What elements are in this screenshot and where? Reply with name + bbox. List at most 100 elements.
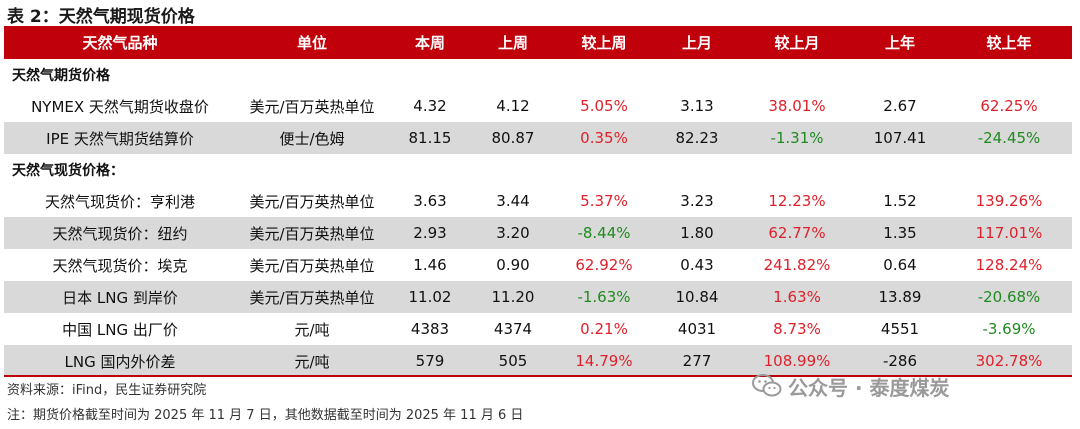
cell-variety: 天然气现货价：埃克 bbox=[52, 256, 188, 275]
cell-last-year: 107.41 bbox=[873, 129, 927, 147]
cell-unit: 元/吨 bbox=[294, 320, 330, 339]
cell-last-week: 11.20 bbox=[491, 288, 535, 306]
cell-last-month: 277 bbox=[682, 352, 712, 370]
table-row: NYMEX 天然气期货收盘价 美元/百万英热单位 4.32 4.12 5.05% 3.13… bbox=[4, 90, 1072, 122]
cell-last-month: 82.23 bbox=[675, 129, 719, 147]
cell-last-week: 3.20 bbox=[496, 224, 530, 242]
watermark: 公众号 · 泰度煤炭 bbox=[752, 371, 950, 401]
cell-last-year: 1.35 bbox=[883, 224, 917, 242]
cell-unit: 美元/百万英热单位 bbox=[249, 97, 375, 116]
cell-unit: 元/吨 bbox=[294, 352, 330, 371]
wechat-icon bbox=[752, 374, 782, 397]
col-header-variety: 天然气品种 bbox=[82, 34, 158, 52]
cell-variety: 天然气现货价：亨利港 bbox=[44, 192, 195, 211]
cell-last-week: 80.87 bbox=[491, 129, 535, 147]
cell-mom: 241.82% bbox=[763, 256, 831, 274]
cell-last-month: 0.43 bbox=[680, 256, 714, 274]
col-header-last-week: 上周 bbox=[497, 34, 528, 52]
section-label: 天然气现货价格： bbox=[12, 162, 124, 179]
cell-wow: 0.35% bbox=[580, 129, 628, 147]
section-label: 天然气期货价格 bbox=[12, 67, 110, 84]
table-row: LNG 国内外价差 元/吨 579 505 14.79% 277 108.99% -286 30… bbox=[4, 345, 1072, 377]
col-header-yoy: 较上年 bbox=[986, 34, 1032, 52]
cell-variety: 中国 LNG 出厂价 bbox=[62, 320, 178, 339]
cell-this-week: 4383 bbox=[410, 320, 450, 338]
cell-wow: -1.63% bbox=[577, 288, 631, 306]
col-header-last-year: 上年 bbox=[884, 34, 915, 52]
cell-wow: 14.79% bbox=[575, 352, 633, 370]
cell-this-week: 4.32 bbox=[413, 97, 447, 115]
cell-variety: IPE 天然气期货结算价 bbox=[46, 129, 194, 148]
cell-last-month: 1.80 bbox=[680, 224, 714, 242]
cell-last-week: 4.12 bbox=[496, 97, 530, 115]
cell-unit: 美元/百万英热单位 bbox=[249, 192, 375, 211]
cell-wow: -8.44% bbox=[577, 224, 631, 242]
cell-yoy: 117.01% bbox=[975, 224, 1043, 242]
cell-mom: 38.01% bbox=[768, 97, 826, 115]
cell-yoy: 62.25% bbox=[980, 97, 1038, 115]
cell-last-year: 0.64 bbox=[883, 256, 917, 274]
cell-last-week: 0.90 bbox=[496, 256, 530, 274]
cell-last-week: 3.44 bbox=[496, 192, 530, 210]
col-header-this-week: 本周 bbox=[414, 34, 445, 52]
cell-yoy: 128.24% bbox=[975, 256, 1043, 274]
cell-yoy: 302.78% bbox=[975, 352, 1043, 370]
cell-this-week: 2.93 bbox=[413, 224, 447, 242]
cell-mom: -1.31% bbox=[770, 129, 824, 147]
cell-wow: 62.92% bbox=[575, 256, 633, 274]
cell-yoy: -20.68% bbox=[977, 288, 1041, 306]
cell-unit: 美元/百万英热单位 bbox=[249, 288, 375, 307]
source-note: 资料来源：iFind，民生证券研究院 bbox=[7, 383, 207, 398]
table-row: 天然气现货价：埃克 美元/百万英热单位 1.46 0.90 62.92% 0.43 241.… bbox=[4, 249, 1072, 281]
col-header-last-month: 上月 bbox=[681, 34, 712, 52]
cell-last-week: 4374 bbox=[493, 320, 533, 338]
cell-unit: 便士/色姆 bbox=[279, 129, 345, 148]
table-row: 天然气现货价：纽约 美元/百万英热单位 2.93 3.20 -8.44% 1.80 62.7… bbox=[4, 217, 1072, 249]
cell-last-year: 2.67 bbox=[883, 97, 917, 115]
cell-this-week: 81.15 bbox=[408, 129, 452, 147]
section-row: 天然气期货价格 bbox=[4, 59, 1072, 90]
table-bottom-rule bbox=[4, 375, 1072, 377]
cell-wow: 5.37% bbox=[580, 192, 628, 210]
cell-unit: 美元/百万英热单位 bbox=[249, 224, 375, 243]
cell-last-month: 10.84 bbox=[675, 288, 719, 306]
cell-wow: 5.05% bbox=[580, 97, 628, 115]
date-note: 注：期货价格截至时间为 2025 年 11 月 7 日，其他数据截至时间为 20… bbox=[7, 408, 524, 423]
table-row: 中国 LNG 出厂价 元/吨 4383 4374 0.21% 4031 8.73% 4551 -… bbox=[4, 313, 1072, 345]
cell-last-month: 4031 bbox=[677, 320, 717, 338]
table-row: IPE 天然气期货结算价 便士/色姆 81.15 80.87 0.35% 82.23 -1.… bbox=[4, 122, 1072, 154]
watermark-text: 公众号 · 泰度煤炭 bbox=[788, 375, 950, 400]
cell-variety: NYMEX 天然气期货收盘价 bbox=[31, 97, 209, 116]
cell-this-week: 1.46 bbox=[413, 256, 447, 274]
table-title: 表 2：天然气期现货价格 bbox=[7, 7, 195, 27]
cell-yoy: 139.26% bbox=[975, 192, 1043, 210]
cell-this-week: 3.63 bbox=[413, 192, 447, 210]
cell-mom: 62.77% bbox=[768, 224, 826, 242]
cell-this-week: 579 bbox=[415, 352, 445, 370]
cell-last-year: 4551 bbox=[880, 320, 920, 338]
cell-wow: 0.21% bbox=[580, 320, 628, 338]
cell-last-month: 3.13 bbox=[680, 97, 714, 115]
section-row: 天然气现货价格： bbox=[4, 154, 1072, 185]
cell-variety: LNG 国内外价差 bbox=[64, 352, 176, 371]
cell-mom: 12.23% bbox=[768, 192, 826, 210]
table-row: 天然气现货价：亨利港 美元/百万英热单位 3.63 3.44 5.37% 3.23 12.2… bbox=[4, 185, 1072, 217]
cell-last-year: 1.52 bbox=[883, 192, 917, 210]
cell-last-month: 3.23 bbox=[680, 192, 714, 210]
cell-mom: 1.63% bbox=[773, 288, 821, 306]
cell-this-week: 11.02 bbox=[408, 288, 452, 306]
cell-last-year: 13.89 bbox=[878, 288, 922, 306]
col-header-wow: 较上周 bbox=[581, 34, 627, 52]
cell-yoy: -3.69% bbox=[982, 320, 1036, 338]
cell-last-week: 505 bbox=[498, 352, 528, 370]
gas-price-table: 天然气品种 单位 本周 上周 较上周 上月 较上月 上年 较上年 天然气期货价格… bbox=[4, 26, 1072, 377]
cell-last-year: -286 bbox=[882, 352, 918, 370]
cell-mom: 8.73% bbox=[773, 320, 821, 338]
cell-unit: 美元/百万英热单位 bbox=[249, 256, 375, 275]
table-header-row: 天然气品种 单位 本周 上周 较上周 上月 较上月 上年 较上年 bbox=[4, 26, 1072, 59]
cell-variety: 日本 LNG 到岸价 bbox=[62, 288, 178, 307]
cell-variety: 天然气现货价：纽约 bbox=[52, 224, 188, 243]
cell-yoy: -24.45% bbox=[977, 129, 1041, 147]
table-row: 日本 LNG 到岸价 美元/百万英热单位 11.02 11.20 -1.63% 10.84… bbox=[4, 281, 1072, 313]
col-header-mom: 较上月 bbox=[774, 34, 820, 52]
